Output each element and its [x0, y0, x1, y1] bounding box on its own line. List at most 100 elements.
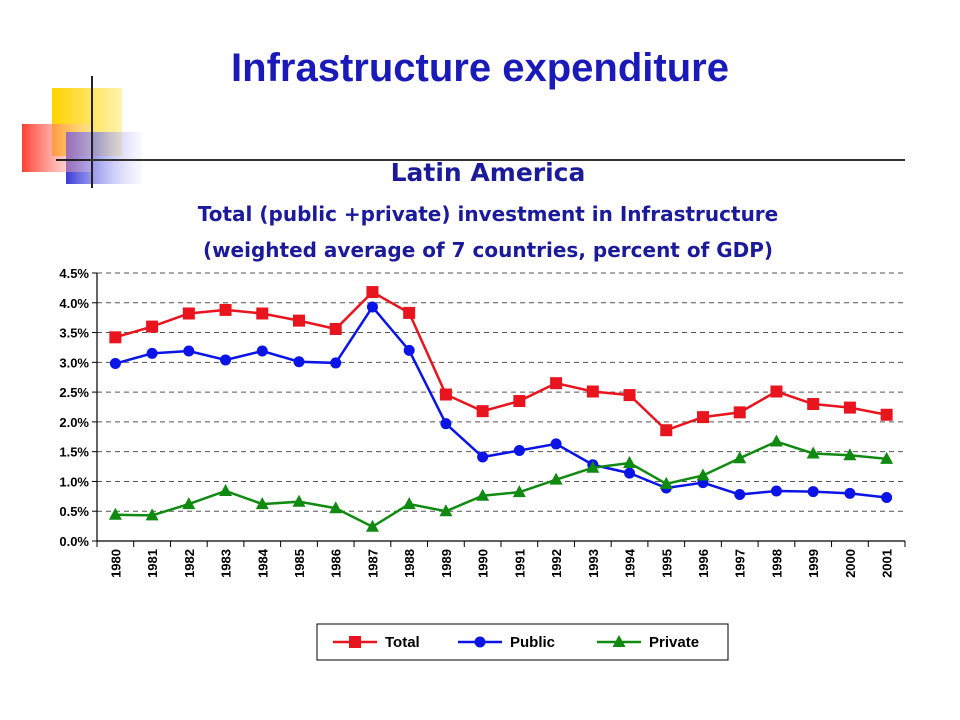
- x-tick-label: 1983: [219, 549, 234, 578]
- data-point-total: [513, 395, 526, 408]
- y-tick-label: 1.0%: [59, 474, 89, 489]
- x-tick-label: 2000: [843, 549, 858, 578]
- y-tick-label: 1.5%: [59, 445, 89, 460]
- data-point-private: [292, 494, 306, 507]
- legend-marker-public: [474, 636, 486, 648]
- data-point-public: [330, 357, 342, 369]
- x-tick-label: 1986: [329, 549, 344, 578]
- series-line-total: [115, 290, 887, 432]
- data-point-public: [403, 344, 415, 356]
- x-tick-label: 1997: [733, 549, 748, 578]
- y-tick-label: 4.0%: [59, 296, 89, 311]
- data-point-total: [256, 307, 269, 320]
- x-tick-label: 1998: [769, 549, 784, 578]
- chart-subtitle-line2: (weighted average of 7 countries, percen…: [202, 238, 774, 262]
- data-point-private: [329, 501, 343, 514]
- page-title: Infrastructure expenditure: [231, 46, 729, 90]
- y-tick-label: 3.5%: [59, 326, 89, 341]
- data-point-private: [108, 507, 122, 520]
- series-line-private: [115, 440, 887, 529]
- data-point-public: [440, 418, 452, 430]
- data-point-total: [807, 398, 820, 411]
- data-point-private: [733, 451, 747, 464]
- y-tick-label: 0.5%: [59, 504, 89, 519]
- chart-subtitle-line1: Total (public +private) investment in In…: [197, 202, 779, 226]
- x-tick-label: 1996: [696, 549, 711, 578]
- legend-marker-total: [349, 636, 361, 648]
- x-tick-label: 2001: [880, 549, 895, 578]
- data-point-public: [734, 489, 746, 501]
- x-tick-label: 1985: [292, 549, 307, 578]
- data-point-total: [880, 408, 893, 421]
- data-point-private: [365, 519, 379, 532]
- data-point-private: [880, 451, 894, 464]
- data-point-total: [476, 405, 489, 418]
- data-point-total: [366, 286, 379, 299]
- data-point-total: [329, 322, 342, 335]
- data-point-private: [769, 434, 783, 447]
- x-tick-label: 1980: [108, 549, 123, 578]
- data-point-private: [843, 448, 857, 461]
- data-point-private: [145, 508, 159, 521]
- data-point-total: [697, 411, 709, 424]
- legend-label-total: Total: [385, 634, 420, 651]
- data-point-public: [807, 486, 819, 498]
- y-tick-label: 2.0%: [59, 415, 89, 430]
- chart-region-label: Latin America: [390, 158, 586, 187]
- data-point-private: [182, 497, 196, 510]
- data-point-total: [843, 401, 856, 414]
- y-tick-label: 3.0%: [59, 355, 89, 370]
- legend-box: [316, 623, 729, 661]
- x-tick-label: 1990: [476, 549, 491, 578]
- data-point-private: [623, 455, 637, 468]
- data-point-total: [219, 303, 232, 316]
- series-line-public: [115, 304, 887, 499]
- data-point-private: [806, 446, 820, 459]
- data-point-public: [550, 438, 562, 450]
- data-point-total: [586, 385, 599, 398]
- data-point-public: [183, 345, 195, 357]
- data-point-private: [549, 472, 563, 485]
- data-point-public: [109, 358, 121, 370]
- data-point-public: [146, 347, 158, 359]
- data-point-private: [512, 485, 526, 498]
- data-point-public: [366, 301, 378, 313]
- data-point-total: [439, 388, 452, 401]
- data-point-private: [586, 460, 600, 473]
- legend-label-public: Public: [510, 634, 555, 651]
- data-point-total: [182, 307, 195, 320]
- data-point-total: [109, 331, 122, 344]
- data-point-public: [881, 492, 893, 504]
- x-tick-label: 1991: [512, 549, 527, 578]
- data-point-private: [402, 497, 416, 510]
- data-point-total: [770, 385, 783, 398]
- data-point-public: [624, 467, 636, 479]
- legend-label-private: Private: [649, 634, 699, 651]
- x-tick-label: 1984: [255, 548, 270, 578]
- x-tick-label: 1995: [659, 549, 674, 578]
- data-point-private: [476, 488, 490, 501]
- data-point-public: [477, 451, 489, 463]
- x-tick-label: 1992: [549, 549, 564, 578]
- data-point-private: [659, 476, 673, 489]
- y-tick-label: 2.5%: [59, 385, 89, 400]
- data-point-public: [513, 444, 525, 456]
- title-rule: [90, 159, 905, 161]
- x-tick-label: 1982: [182, 549, 197, 578]
- x-tick-label: 1993: [586, 549, 601, 578]
- data-point-private: [696, 468, 710, 481]
- data-point-private: [219, 483, 233, 496]
- data-point-total: [550, 377, 563, 390]
- y-tick-label: 0.0%: [59, 534, 89, 549]
- data-point-total: [403, 306, 416, 319]
- data-point-public: [220, 354, 232, 366]
- data-point-total: [146, 320, 159, 333]
- data-point-total: [293, 314, 305, 327]
- y-tick-label: 4.5%: [59, 266, 89, 281]
- data-point-public: [256, 345, 268, 357]
- data-point-total: [660, 424, 673, 437]
- legend-marker-private: [612, 635, 626, 647]
- data-point-public: [844, 487, 856, 499]
- data-point-public: [770, 485, 782, 497]
